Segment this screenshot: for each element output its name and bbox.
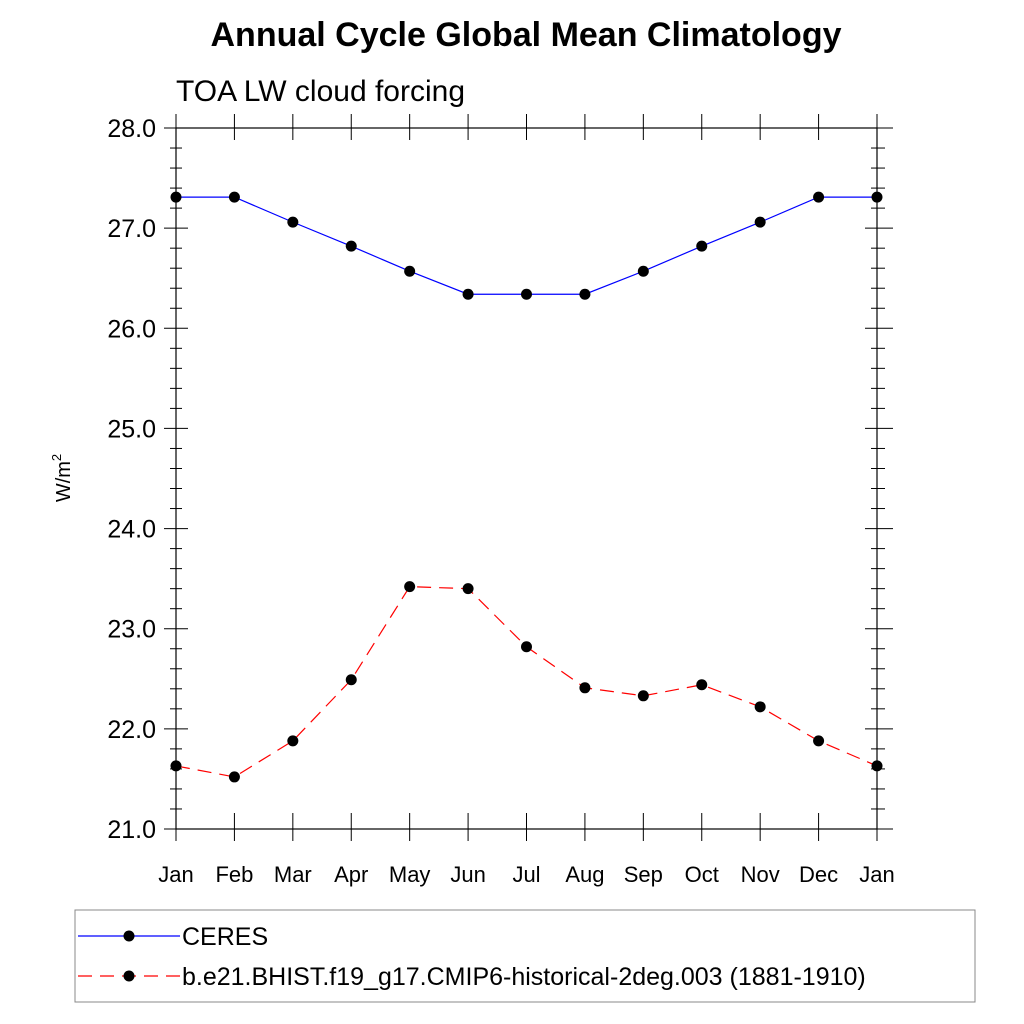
chart-title: Annual Cycle Global Mean Climatology: [211, 16, 842, 54]
y-tick-label: 23.0: [107, 616, 156, 644]
data-point: [813, 191, 825, 203]
x-tick-label: Jun: [450, 862, 485, 887]
data-point: [170, 191, 182, 203]
data-point: [521, 641, 532, 653]
data-point: [754, 216, 766, 228]
axis-ticks: [164, 114, 893, 841]
x-tick-label: Feb: [215, 862, 253, 887]
legend-label-ceres: CERES: [182, 923, 268, 951]
data-point: [696, 240, 708, 252]
x-tick-label: Oct: [685, 862, 719, 887]
y-tick-label: 27.0: [107, 215, 156, 243]
legend-marker-ceres: [123, 930, 135, 942]
y-tick-label: 22.0: [107, 716, 156, 744]
legend-box: [74, 909, 976, 1003]
data-point: [345, 674, 357, 686]
x-tick-label: Jul: [512, 862, 540, 887]
data-point: [579, 288, 591, 300]
x-tick-label: Jan: [859, 862, 894, 887]
y-tick-label: 26.0: [107, 315, 156, 343]
data-point: [637, 265, 649, 277]
x-tick-label: Dec: [799, 862, 838, 887]
series-line: [175, 586, 878, 778]
y-tick-labels: 21.0 22.0 23.0 24.0 25.0 26.0 27.0 28.0: [107, 115, 156, 844]
x-tick-label: Nov: [741, 862, 780, 887]
series-line: [176, 196, 877, 295]
data-point: [345, 240, 357, 252]
data-point: [813, 735, 825, 747]
chart-subtitle: TOA LW cloud forcing: [176, 75, 465, 108]
data-point: [871, 760, 883, 772]
series-1: [170, 581, 883, 783]
data-series: [170, 191, 883, 783]
legend-label-model: b.e21.BHIST.f19_g17.CMIP6-historical-2de…: [182, 963, 866, 991]
data-point: [287, 216, 299, 228]
y-tick-label: 21.0: [107, 816, 156, 844]
data-point: [696, 679, 708, 691]
x-tick-label: Sep: [624, 862, 663, 887]
data-point: [579, 682, 591, 694]
plot-frame: [175, 127, 878, 830]
series-0: [170, 191, 883, 300]
legend-marker-model: [123, 970, 135, 982]
y-tick-label: 24.0: [107, 516, 156, 544]
data-point: [404, 265, 416, 277]
data-point: [521, 288, 532, 300]
x-tick-label: Apr: [334, 862, 368, 887]
data-point: [287, 735, 299, 747]
data-point: [228, 771, 240, 783]
data-point: [637, 690, 649, 702]
data-point: [228, 191, 240, 203]
y-tick-label: 28.0: [107, 115, 156, 143]
data-point: [462, 583, 474, 595]
data-point: [170, 760, 182, 772]
data-point: [462, 288, 474, 300]
x-tick-label: Aug: [565, 862, 604, 887]
x-tick-labels: Jan Feb Mar Apr May Jun Jul Aug Sep Oct Nov Dec Jan: [158, 862, 894, 887]
legend: CERES b.e21.BHIST.f19_g17.CMIP6-historic…: [74, 909, 976, 1003]
data-point: [754, 701, 766, 713]
data-point: [404, 581, 416, 593]
y-axis-label: W/m2: [49, 454, 75, 502]
y-tick-label: 25.0: [107, 415, 156, 443]
x-tick-label: Mar: [274, 862, 312, 887]
x-tick-label: May: [389, 862, 431, 887]
x-tick-label: Jan: [158, 862, 193, 887]
data-point: [871, 191, 883, 203]
